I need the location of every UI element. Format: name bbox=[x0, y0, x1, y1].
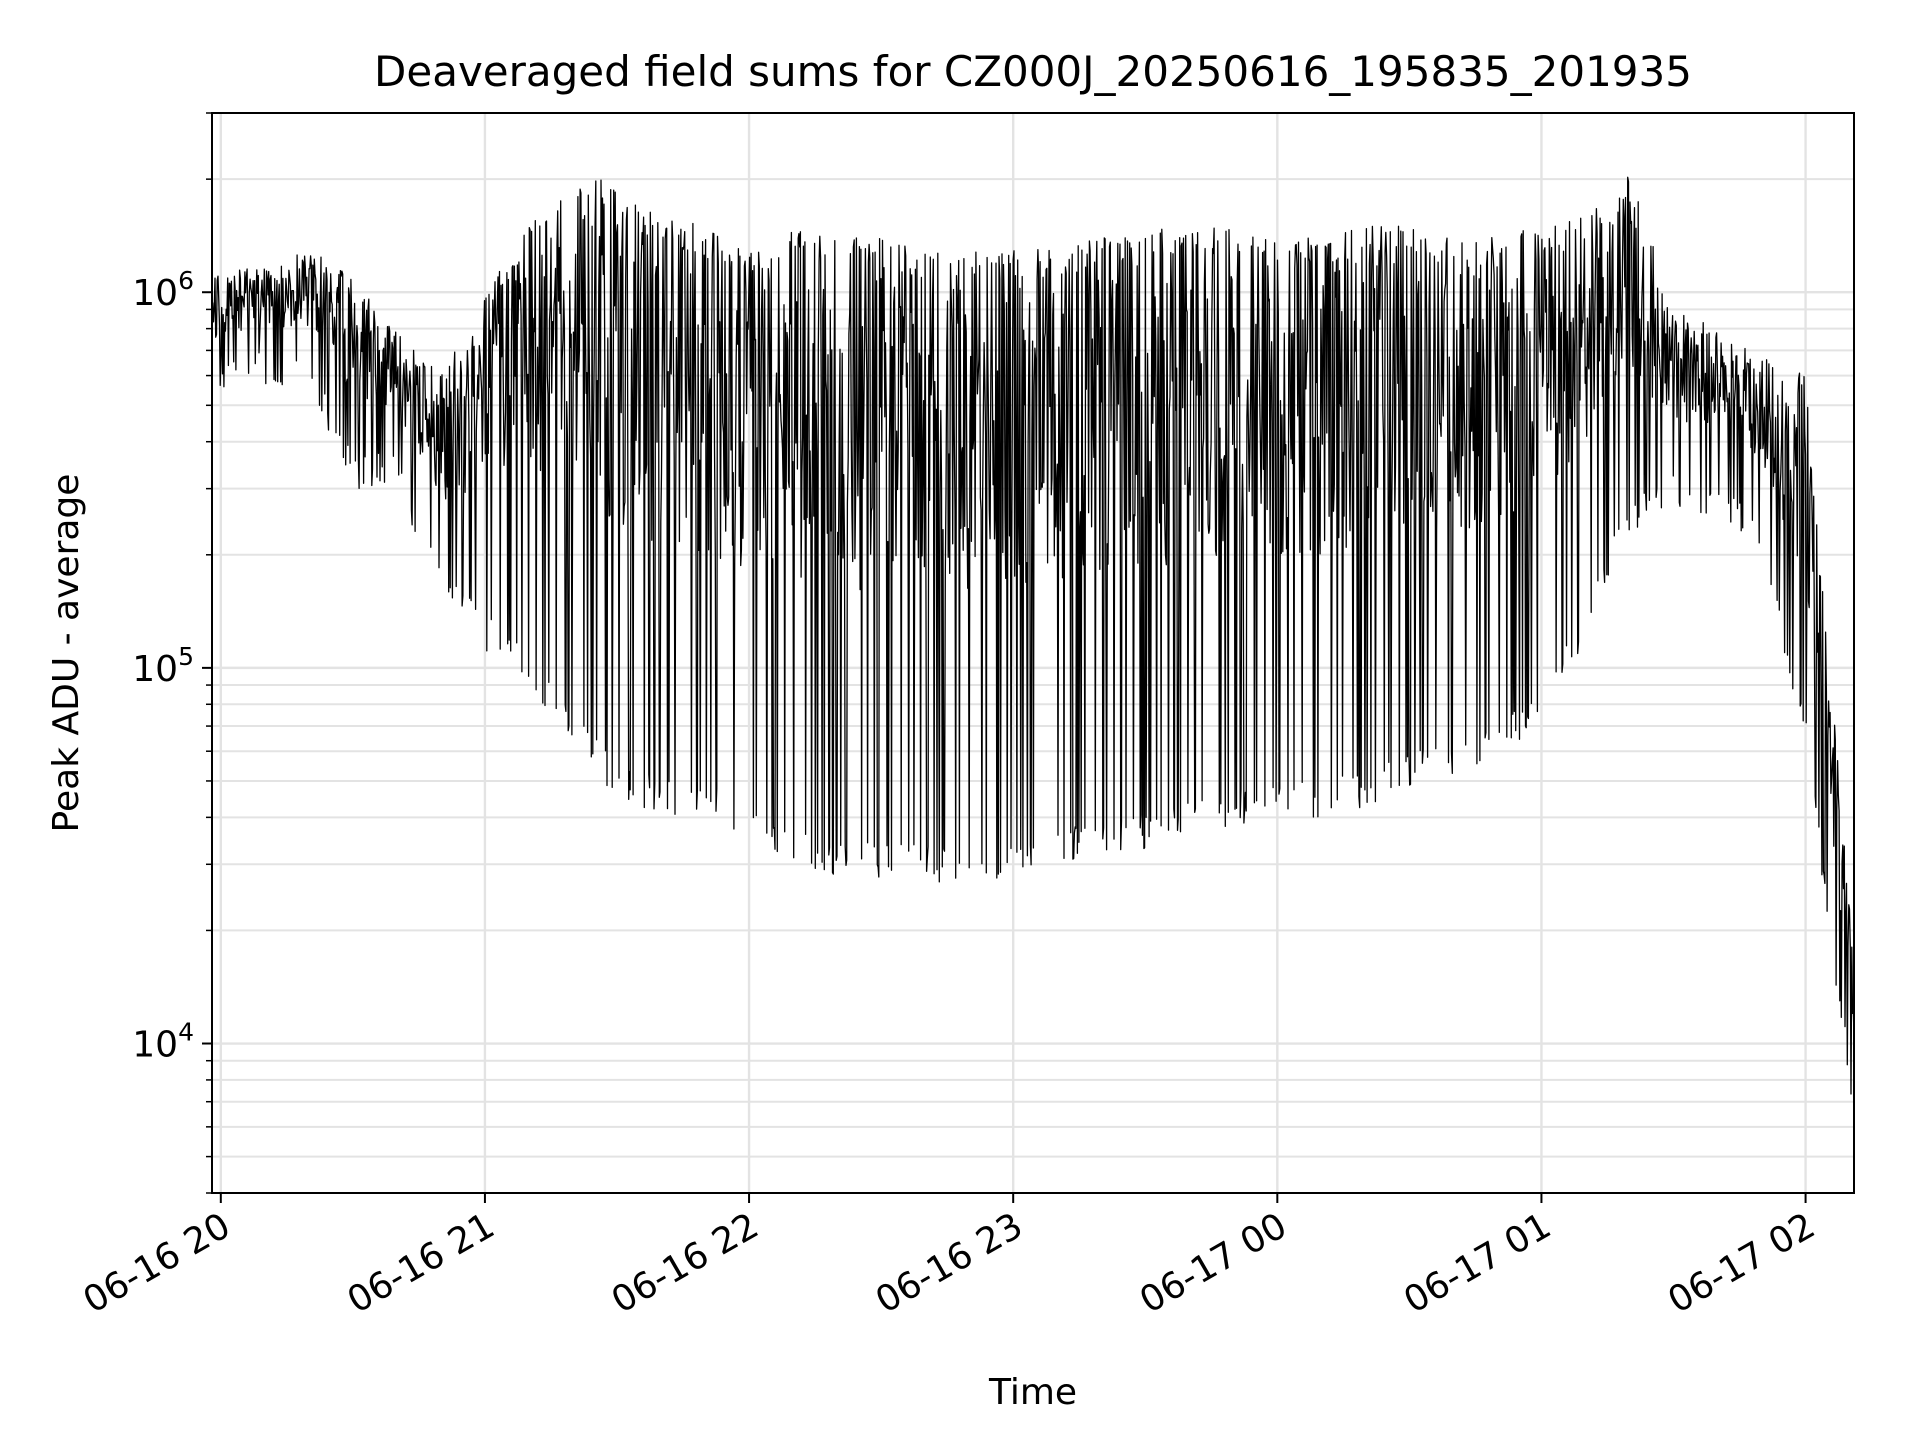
chart-title: Deaveraged field sums for CZ000J_2025061… bbox=[374, 47, 1692, 96]
y-tick-label: 105 bbox=[132, 642, 194, 690]
series-line bbox=[211, 176, 1855, 1095]
plot-frame bbox=[211, 112, 1855, 1194]
y-tick-label: 104 bbox=[132, 1018, 194, 1066]
y-axis-label: Peak ADU - average bbox=[46, 474, 87, 833]
x-axis-label: Time bbox=[988, 1372, 1077, 1413]
y-tick-label: 106 bbox=[132, 266, 194, 314]
plot-area bbox=[211, 176, 1855, 1095]
